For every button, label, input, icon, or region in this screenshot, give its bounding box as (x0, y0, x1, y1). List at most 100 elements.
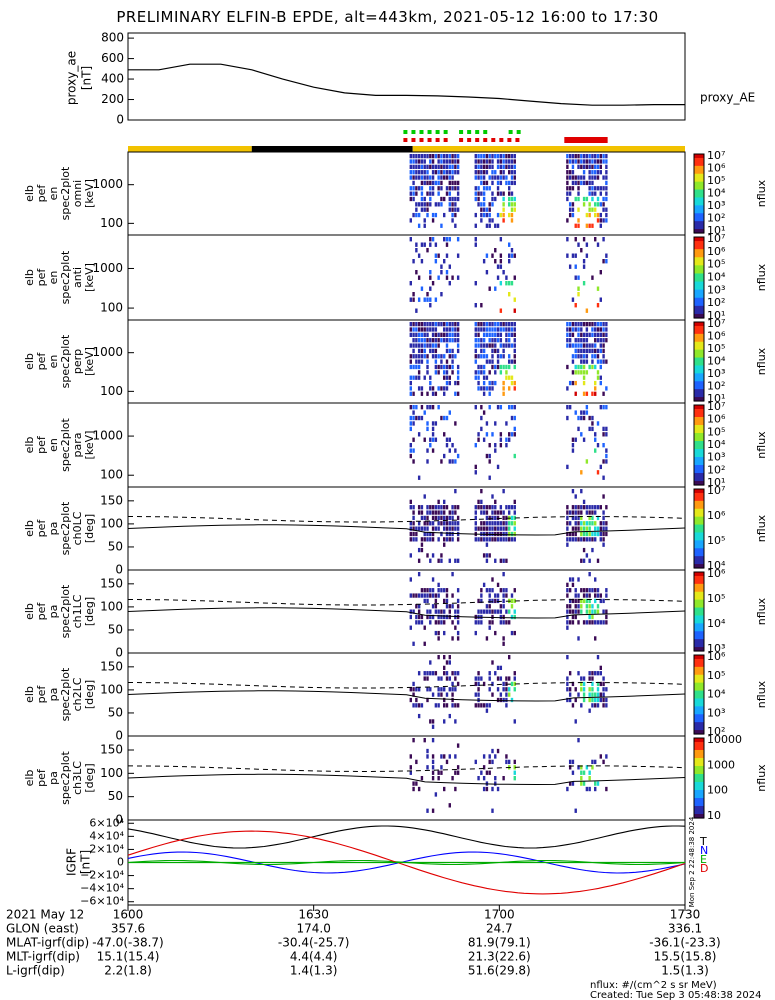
spectrogram-cell (454, 170, 457, 175)
spectrogram-cell (454, 154, 457, 159)
spectrogram-cell (412, 180, 415, 186)
spectrogram-cell (420, 348, 424, 354)
spectrogram-cell (420, 614, 424, 620)
spectrogram-cell (510, 202, 514, 207)
spectrogram-cell (443, 338, 446, 343)
spectrogram-cell (505, 180, 508, 186)
spectrogram-cell (456, 180, 460, 186)
spectrogram-cell (488, 598, 491, 604)
spectrogram-cell (426, 343, 429, 348)
spectrogram-cell (485, 432, 489, 437)
spectrogram-cell (585, 553, 589, 558)
spectrogram-cell (596, 175, 600, 180)
colorbar-band (694, 337, 704, 341)
spectrogram-cell (434, 212, 438, 218)
spectrogram-cell (429, 154, 432, 159)
spectrogram-cell (505, 759, 508, 765)
colorbar-band (694, 323, 704, 327)
colorbar-band (694, 710, 704, 713)
spectrogram-cell (496, 275, 500, 280)
spectrogram-cell (510, 191, 514, 196)
spectrogram-cell (574, 364, 577, 370)
spectrogram-cell (456, 327, 460, 332)
spectrogram-cell (482, 364, 486, 370)
spectrogram-cell (571, 598, 575, 604)
spectrogram-cell (448, 410, 451, 415)
spectrogram-cell (474, 510, 477, 515)
spectrogram-cell (409, 609, 412, 614)
spectrogram-cell (443, 196, 446, 202)
panel-ytick-label: 100 (100, 468, 123, 482)
spectrogram-cell (566, 521, 569, 526)
spectrogram-cell (505, 421, 508, 426)
spectrogram-cell (491, 521, 494, 526)
spectrogram-cell (443, 364, 446, 370)
spectrogram-cell (434, 164, 438, 169)
panel-ylabel-0: elb (23, 770, 36, 787)
spectrogram-cell (488, 332, 491, 337)
spectrogram-cell (440, 505, 443, 510)
spectrogram-cell (499, 159, 503, 164)
spectrogram-cell (423, 164, 426, 169)
spectrogram-cell (496, 537, 500, 542)
spectrogram-cell (482, 380, 486, 386)
spectrogram-cell (448, 803, 451, 808)
spectrogram-cell (580, 537, 583, 542)
spectrogram-cell (507, 170, 511, 175)
spectrogram-cell (499, 588, 503, 593)
spectrogram-cell (456, 681, 460, 687)
spectrogram-cell (434, 297, 438, 302)
spectrogram-cell (596, 164, 600, 169)
spectrogram-cell (426, 421, 429, 426)
spectrogram-cell (594, 186, 597, 191)
colorbar-band (694, 692, 704, 696)
spectrogram-cell (571, 759, 575, 765)
spectrogram-cell (582, 259, 586, 264)
spectrogram-cell (510, 375, 514, 380)
spectrogram-cell (434, 703, 438, 708)
spectrogram-cell (431, 724, 435, 729)
spectrogram-cell (568, 338, 572, 343)
spectrogram-cell (488, 343, 491, 348)
spectrogram-cell (591, 537, 594, 542)
spectrogram-cell (417, 338, 421, 343)
spectrogram-cell (507, 332, 511, 337)
spectrogram-cell (594, 237, 597, 242)
panel-ylabel-4: omni (71, 180, 84, 207)
spectrogram-cell (474, 537, 477, 542)
spectrogram-cell (485, 270, 489, 275)
status-red-tick (427, 138, 432, 142)
spectrogram-cell (571, 703, 575, 708)
colorbar-band (694, 498, 704, 502)
spectrogram-cell (496, 191, 500, 196)
spectrogram-cell (494, 223, 497, 228)
colorbar-band (694, 431, 704, 434)
spectrogram-cell (454, 754, 457, 759)
spectrogram-cell (480, 354, 483, 359)
spectrogram-cell (456, 765, 460, 770)
spectrogram-cell (480, 175, 483, 180)
spectrogram-cell (448, 332, 451, 337)
colorbar-band (694, 720, 704, 723)
spectrogram-cell (577, 537, 580, 542)
spectrogram-cell (429, 196, 432, 202)
spectrogram-cell (585, 459, 589, 464)
spectrogram-cell (415, 703, 418, 708)
spectrogram-cell (502, 572, 505, 577)
anti-loss-cone-line (127, 681, 686, 689)
spectrogram-cell (451, 776, 454, 781)
colorbar-tick-label: 10000 (707, 733, 742, 746)
spectrogram-cell (507, 687, 511, 692)
spectrogram-cell (445, 531, 449, 537)
spectrogram-cell (454, 338, 457, 343)
spectrogram-cell (431, 154, 435, 159)
panel-ytick-label: 150 (100, 659, 123, 673)
spectrogram-cell (485, 180, 489, 186)
colorbar-band (694, 291, 704, 295)
spectrogram-cell (482, 582, 486, 587)
spectrogram-cell (577, 604, 580, 609)
spectrogram-cell (571, 531, 575, 537)
colorbar-band (694, 229, 704, 232)
colorbar-band (694, 421, 704, 424)
spectrogram-cell (437, 609, 440, 614)
